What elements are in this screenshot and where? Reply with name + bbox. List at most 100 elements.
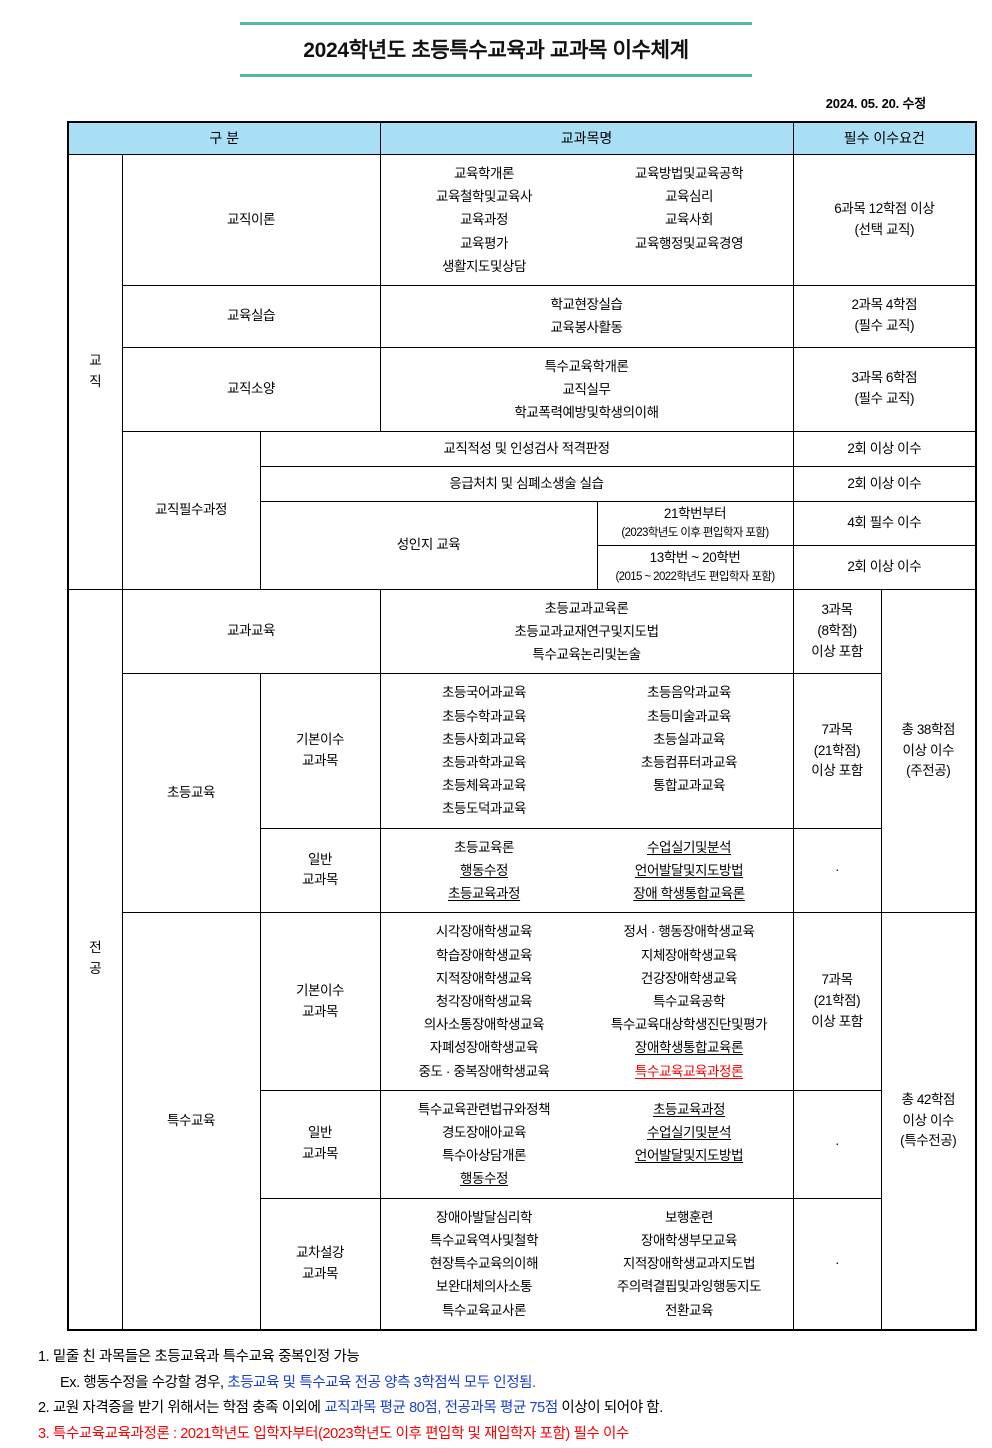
table-row-special-basic: 특수교육 기본이수 교과목 시각장애학생교육 학습장애학생교육 지적장애학생교육… — [68, 912, 977, 1331]
subject-item: 교육과정 — [459, 212, 509, 228]
subject-item: 초등체육과교육 — [441, 778, 527, 794]
subject-item: 교직실무 — [562, 381, 611, 397]
subject-col-left: 특수교육관련법규와정책 경도장애아교육 특수아상담개론 행동수정 — [382, 1098, 587, 1191]
title-rule-bottom — [240, 74, 752, 77]
curriculum-table-wrap: 구 분 교과목명 필수 이수요건 교 직 교직이론 교육학개론 교육철학및교육사… — [67, 121, 978, 1331]
subject-item: 통합교과교육 — [652, 778, 726, 794]
subject-item: 수업실기및분석 — [646, 839, 732, 855]
subjects-gyojik-practice: 학교현장실습 교육봉사활동 — [379, 285, 794, 348]
requirement-line: 7과목 — [821, 721, 853, 737]
footnote-1-example-black: Ex. 행동수정을 수강할 경우, — [60, 1374, 228, 1391]
requirement-line: (선택 교직) — [854, 222, 915, 238]
requirement-subject-edu: 3과목 (8학점) 이상 포함 — [792, 588, 882, 675]
table-row-gyojik-required-2: 응급처치 및 심폐소생술 실습 2회 이상 이수 — [68, 466, 977, 503]
subject-col-right: 보행훈련 장애학생부모교육 지적장애학생교과지도법 주의력결핍및과잉행동지도 전… — [587, 1206, 792, 1322]
requirement-gyojik-required-1: 2회 이상 이수 — [792, 431, 977, 468]
table-row-gyojik-practice: 교육실습 학교현장실습 교육봉사활동 2과목 4학점 (필수 교직) — [68, 285, 977, 348]
table-row-special-general: 일반 교과목 특수교육관련법규와정책 경도장애아교육 특수아상담개론 행동수정 … — [68, 1089, 976, 1199]
subject-item: 학교폭력예방및학생의이해 — [514, 404, 659, 420]
subject-item: 초등실과교육 — [652, 731, 726, 747]
group-label-jeongong: 전 공 — [67, 588, 123, 1331]
requirement-gyojik-required-2: 2회 이상 이수 — [792, 466, 977, 503]
requirement-elementary-basic: 7과목 (21학점) 이상 포함 — [792, 673, 882, 829]
subject-gyojik-required-2: 응급처치 및 심폐소생술 실습 — [259, 466, 794, 503]
gender-edu-main: 21학번부터 — [663, 506, 727, 522]
requirement-line: 3과목 — [821, 602, 853, 618]
subjects-elementary-basic: 초등국어과교육 초등수학과교육 초등사회과교육 초등과학과교육 초등체육과교육 … — [379, 673, 794, 829]
category-elementary: 초등교육 — [121, 673, 261, 914]
subject-item: 특수아상담개론 — [441, 1148, 527, 1164]
title-block: 2024학년도 초등특수교육과 교과목 이수체계 — [240, 22, 752, 77]
subcategory-special-cross: 교차설강 교과목 — [259, 1197, 381, 1331]
subject-item: 정서 · 행동장애학생교육 — [623, 924, 755, 940]
table-row-gyojik-literacy: 교직소양 특수교육학개론 교직실무 학교폭력예방및학생의이해 3과목 6학점 (… — [68, 346, 977, 433]
subject-item: 교육방법및교육공학 — [634, 166, 744, 181]
requirement-line: 이상 포함 — [811, 1014, 863, 1029]
subject-item: 초등미술과교육 — [646, 708, 732, 724]
subject-item: 초등교과교육론 — [544, 600, 629, 616]
total-requirement-line: 총 42학점 — [901, 1091, 956, 1107]
category-gyojik-theory: 교직이론 — [121, 153, 381, 287]
requirement-line: 7과목 — [821, 972, 853, 988]
subject-item: 의사소통장애학생교육 — [423, 1017, 545, 1033]
group-label-gyojik-char2: 직 — [89, 373, 102, 389]
total-requirement-line: 이상 이수 — [902, 742, 955, 758]
subcategory-line: 기본이수 — [295, 982, 345, 998]
title-rule-top — [240, 22, 752, 25]
subject-item: 교육사회 — [664, 212, 714, 228]
category-special: 특수교육 — [121, 912, 261, 1331]
header-subjects: 교과목명 — [379, 121, 794, 155]
gender-edu-item-2: 13학번 ~ 20학번 (2015 ~ 2022학년도 편입학자 포함) — [596, 544, 794, 590]
subject-item: 초등수학과교육 — [441, 708, 527, 724]
subject-item: 초등교육과정 — [652, 1101, 726, 1117]
total-requirement-line: (특수전공) — [900, 1133, 957, 1149]
header-division: 구 분 — [67, 121, 381, 155]
subject-item: 초등교과교재연구및지도법 — [514, 623, 659, 639]
table-row-elementary-basic: 초등교육 기본이수 교과목 초등국어과교육 초등수학과교육 초등사회과교육 초등… — [68, 673, 976, 914]
requirement-line: 2과목 4학점 — [851, 297, 918, 313]
footnote-3: 3. 특수교육교육과정론 : 2021학년도 입학자부터(2023학년도 이후 … — [38, 1426, 629, 1443]
subject-item: 지적장애학생교육 — [435, 970, 533, 986]
requirement-gender-edu-1: 4회 필수 이수 — [792, 501, 977, 546]
table-row-subject-edu: 전 공 교과교육 초등교과교육론 초등교과교재연구및지도법 특수교육논리및논술 … — [67, 588, 977, 1331]
subject-item: 장애 학생통합교육론 — [633, 886, 745, 902]
subject-col-left: 초등교육론 행동수정 초등교육과정 — [382, 836, 587, 906]
subject-gyojik-required-1: 교직적성 및 인성검사 적격판정 — [259, 431, 794, 468]
revision-date: 2024. 05. 20. 수정 — [825, 96, 926, 111]
subject-item: 학습장애학생교육 — [435, 947, 533, 963]
subject-item: 특수교육공학 — [652, 993, 726, 1009]
subject-item: 학교현장실습 — [550, 297, 623, 313]
subjects-gyojik-theory: 교육학개론 교육철학및교육사 교육과정 교육평가 생활지도및상담 교육방법및교육… — [379, 153, 794, 287]
gender-edu-item-1: 21학번부터 (2023학년도 이후 편입학자 포함) — [596, 501, 794, 546]
page-title: 2024학년도 초등특수교육과 교과목 이수체계 — [303, 39, 689, 62]
subject-item: 특수교육학개론 — [544, 358, 629, 374]
requirement-gyojik-practice: 2과목 4학점 (필수 교직) — [792, 285, 977, 348]
table-row-gender-edu-1: 성인지 교육 21학번부터 (2023학년도 이후 편입학자 포함) 4회 필수… — [68, 501, 977, 590]
subject-col-left: 장애아발달심리학 특수교육역사및철학 현장특수교육의이해 보완대체의사소통 특수… — [382, 1206, 587, 1322]
requirement-line: (8학점) — [817, 623, 857, 639]
subject-item: 장애학생부모교육 — [640, 1232, 738, 1248]
gender-edu-sub: (2023학년도 이후 편입학자 포함) — [621, 527, 769, 540]
subjects-special-general: 특수교육관련법규와정책 경도장애아교육 특수아상담개론 행동수정 초등교육과정 … — [379, 1089, 794, 1199]
subject-col-right: 교육방법및교육공학 교육심리 교육사회 교육행정및교육경영 — [587, 162, 792, 278]
subject-item: 교육행정및교육경영 — [634, 235, 744, 251]
gender-edu-sub: (2015 ~ 2022학년도 편입학자 포함) — [615, 570, 775, 583]
subject-item: 주의력결핍및과잉행동지도 — [616, 1279, 762, 1295]
requirement-gender-edu-2: 2회 이상 이수 — [792, 544, 977, 590]
requirement-line: (필수 교직) — [854, 318, 915, 334]
header-requirement: 필수 이수요건 — [792, 121, 977, 155]
subject-item: 초등교육과정 — [447, 886, 521, 902]
total-requirement-line: (주전공) — [906, 763, 951, 779]
table-row-gyojik-required-1: 교직필수과정 교직적성 및 인성검사 적격판정 2회 이상 이수 — [68, 431, 977, 590]
requirement-elementary-general: · — [792, 827, 882, 914]
table-row-elementary-general: 일반 교과목 초등교육론 행동수정 초등교육과정 수업실기및분석 언어발달및지도… — [68, 827, 976, 914]
requirement-gyojik-literacy: 3과목 6학점 (필수 교직) — [792, 346, 977, 433]
requirement-special-cross: · — [792, 1197, 882, 1331]
category-gyojik-literacy: 교직소양 — [121, 346, 381, 433]
subject-col-left: 시각장애학생교육 학습장애학생교육 지적장애학생교육 청각장애학생교육 의사소통… — [382, 920, 587, 1083]
footnote-1-example-blue: 초등교육 및 특수교육 전공 양측 3학점씩 모두 인정됨. — [227, 1374, 536, 1391]
subcategory-elementary-basic: 기본이수 교과목 — [259, 673, 381, 829]
subject-item: 지체장애학생교육 — [640, 947, 738, 963]
gender-edu-main: 13학번 ~ 20학번 — [649, 549, 741, 565]
requirement-gyojik-theory: 6과목 12학점 이상 (선택 교직) — [792, 153, 977, 287]
